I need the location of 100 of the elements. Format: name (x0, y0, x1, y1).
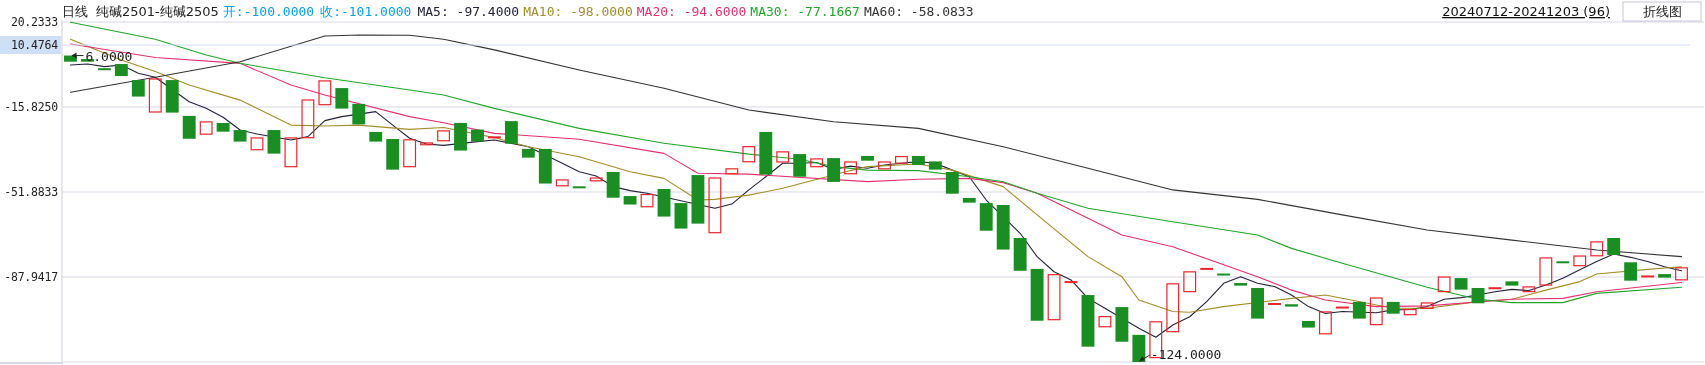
ref-line-label: 10.4764 (10, 38, 59, 52)
candlestick (97, 68, 111, 71)
candlestick (284, 137, 298, 168)
candlestick (1335, 306, 1349, 309)
candlestick (64, 55, 77, 62)
candlestick (250, 137, 264, 151)
candlestick (555, 179, 569, 187)
candlestick (725, 168, 739, 175)
text: MA30: -77.1667 (750, 4, 860, 19)
candlestick (437, 130, 451, 142)
candlestick (1064, 281, 1078, 284)
candlestick (1234, 283, 1248, 286)
candlestick (1301, 320, 1315, 328)
candlestick (1573, 255, 1587, 267)
candlestick (810, 158, 824, 168)
candlestick (1013, 238, 1027, 271)
candlestick (1539, 257, 1553, 286)
candlestick (318, 80, 332, 106)
candlestick (471, 129, 484, 142)
candlestick (827, 158, 841, 182)
candlestick (962, 197, 976, 203)
candlestick (1403, 308, 1417, 316)
candlestick (928, 161, 942, 170)
candlestick (1183, 271, 1197, 293)
candlestick (1607, 238, 1621, 255)
candlestick (1675, 267, 1688, 281)
candlestick (1200, 267, 1214, 270)
candlestick (538, 148, 552, 184)
candlestick (1352, 301, 1366, 319)
annotation: -124.0000 (1150, 347, 1222, 362)
candlestick (1251, 287, 1265, 319)
candlestick (352, 103, 366, 125)
y-tick-label: -51.8833 (4, 185, 59, 199)
candlestick (114, 64, 128, 77)
candlestick (979, 203, 993, 231)
candlestick (182, 115, 196, 139)
candlestick (996, 205, 1010, 250)
candlestick (1081, 295, 1095, 347)
candlestick (521, 148, 535, 158)
candlestick (1658, 274, 1672, 278)
candlestick (454, 122, 467, 151)
candlestick (504, 121, 518, 144)
candlestick (894, 155, 908, 164)
candlestick (1420, 302, 1434, 309)
candlestick (640, 193, 654, 208)
candlestick (148, 78, 162, 113)
candlestick (1437, 276, 1451, 293)
text: 收:-101.0000 (320, 4, 412, 19)
candlestick (708, 177, 722, 234)
candlestick (878, 161, 891, 170)
candlestick (1217, 273, 1231, 276)
candlestick (216, 122, 230, 132)
line-series (69, 63, 1683, 338)
candlestick (1454, 278, 1468, 290)
candlestick (674, 203, 688, 229)
candlestick (1115, 307, 1129, 342)
candlestick (1488, 287, 1502, 290)
candlestick (131, 80, 145, 97)
candlestick (657, 188, 671, 217)
line-series (69, 34, 1683, 258)
candlestick (911, 155, 925, 165)
candlestick (742, 146, 756, 163)
candlestick (1556, 261, 1570, 264)
candlestick (403, 139, 417, 168)
candlestick (623, 196, 637, 205)
candlestick (861, 155, 874, 161)
candlestick (267, 130, 281, 154)
candlestick (1268, 303, 1281, 306)
candlestick (1369, 297, 1383, 326)
text: 开:-100.0000 (222, 4, 315, 19)
text: MA20: -94.6000 (636, 4, 747, 19)
candlestick (606, 172, 620, 198)
text: MA5: -97.4000 (417, 4, 520, 19)
candlestick (165, 80, 179, 113)
candlestick (1505, 281, 1519, 286)
candlestick (487, 136, 501, 139)
candlestick (369, 131, 383, 142)
y-tick-label: 20.2333 (10, 15, 59, 29)
candlestick (793, 154, 807, 177)
y-tick-label: -15.8250 (4, 100, 59, 114)
candlestick (199, 121, 213, 135)
candlestick (1641, 275, 1655, 278)
chart-title: 日线 (62, 4, 88, 19)
candlestick (1318, 311, 1332, 335)
candlestick (386, 139, 400, 170)
candlestick (335, 88, 349, 109)
candlestick (1047, 274, 1061, 321)
candlestick (233, 130, 247, 142)
candlestick (691, 175, 705, 224)
candlestick (1166, 283, 1180, 333)
candlestick (1030, 268, 1044, 321)
candlestick (1098, 316, 1112, 328)
text: MA10: -98.0000 (523, 4, 633, 19)
candlestick (776, 151, 790, 163)
candlestick (1624, 262, 1638, 281)
y-tick-label: -87.9417 (4, 270, 59, 284)
chart-subtitle: 纯碱2501-纯碱2505 (96, 4, 219, 19)
candlestick (945, 172, 959, 194)
text: 折线图 (1642, 4, 1682, 19)
text: MA60: -58.0833 (863, 4, 974, 19)
